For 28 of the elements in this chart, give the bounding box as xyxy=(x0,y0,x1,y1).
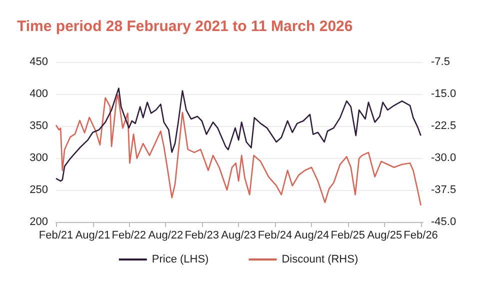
y2-tick-label: -45.0 xyxy=(431,216,456,228)
legend-label: Discount (RHS) xyxy=(282,254,358,266)
x-tick-label: Aug/22 xyxy=(148,230,184,242)
x-tick-label: Aug/25 xyxy=(367,230,402,242)
y-tick-label: 400 xyxy=(30,88,48,100)
x-tick-label: Aug/23 xyxy=(221,230,256,242)
x-tick-label: Feb/23 xyxy=(184,230,219,242)
line-series xyxy=(55,94,422,206)
legend-label: Price (LHS) xyxy=(152,254,209,266)
x-tick-label: Feb/25 xyxy=(330,230,366,242)
y2-tick-label: -30.0 xyxy=(431,152,456,164)
y-tick-label: 300 xyxy=(30,152,48,164)
x-tick-label: Feb/26 xyxy=(404,230,438,242)
y2-tick-label: -37.5 xyxy=(431,184,456,196)
y-tick-label: 200 xyxy=(30,216,48,228)
y2-tick-label: -22.5 xyxy=(431,120,456,132)
y-tick-label: 450 xyxy=(30,56,48,68)
x-tick-label: Feb/21 xyxy=(38,230,74,242)
chart-title: Time period 28 February 2021 to 11 March 2026 xyxy=(17,18,353,35)
x-tick-label: Aug/24 xyxy=(294,230,330,242)
x-tick-label: Feb/24 xyxy=(258,230,292,242)
y-tick-label: 250 xyxy=(30,184,48,196)
x-tick-label: Feb/22 xyxy=(112,230,146,242)
y2-tick-label: -15.0 xyxy=(431,88,456,100)
y2-tick-label: -7.5 xyxy=(431,56,450,68)
y-tick-label: 350 xyxy=(30,120,48,132)
line-series xyxy=(55,88,422,182)
x-tick-label: Aug/21 xyxy=(75,230,110,242)
